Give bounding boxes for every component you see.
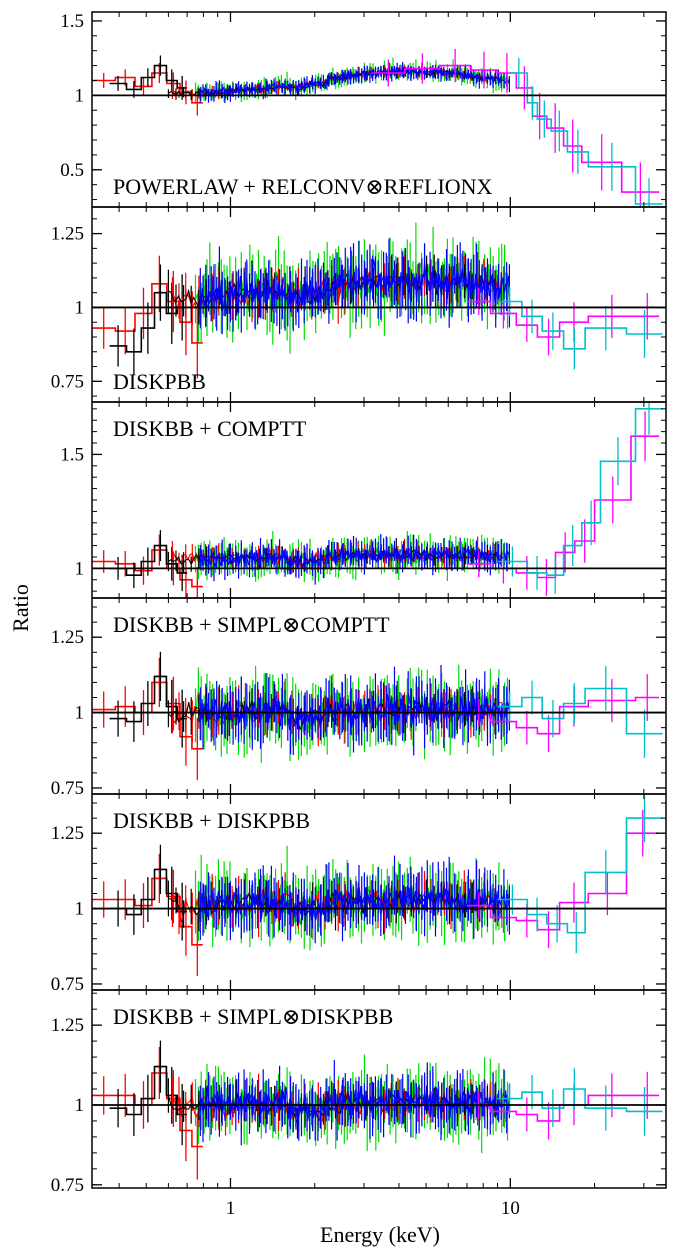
y-tick-label: 1.25	[51, 823, 84, 844]
y-tick-label: 1	[75, 85, 85, 106]
panel-1: 0.5 1 1.5 POWERLAW + RELCONV⊗REFLIONX	[60, 11, 667, 208]
panel-model-label: DISKBB + SIMPL⊗DISKPBB	[113, 1004, 393, 1029]
panel-2: 0.75 1 1.25 DISKPBB	[51, 206, 667, 403]
blue-spectrum-trace	[199, 66, 510, 97]
panel-data	[92, 651, 663, 780]
panel-model-label: DISKPBB	[113, 369, 206, 394]
panel-model-label: DISKBB + SIMPL⊗COMPTT	[113, 612, 390, 637]
magenta-spectrum-step	[467, 300, 660, 338]
blue-spectrum-trace	[199, 259, 510, 315]
black-spectrum-step	[109, 544, 188, 576]
panel-3: 1 1.5 DISKBB + COMPTT	[60, 401, 667, 599]
y-tick-label: 1.5	[60, 11, 84, 32]
y-tick-label: 1.5	[60, 444, 84, 465]
y-tick-label: 0.75	[51, 778, 84, 799]
y-axis-title: Ratio	[8, 584, 33, 632]
x-tick-label: 1	[226, 1198, 236, 1219]
magenta-spectrum-step	[467, 1094, 660, 1122]
y-tick-label: 1	[75, 297, 85, 318]
y-tick-label: 0.5	[60, 160, 84, 181]
cyan-spectrum-step	[497, 300, 663, 350]
panel-4: 0.75 1 1.25 DISKBB + SIMPL⊗COMPTT	[51, 597, 667, 799]
black-spectrum-step	[109, 64, 188, 91]
y-tick-label: 1.25	[51, 1015, 84, 1036]
y-tick-label: 1	[75, 558, 85, 579]
blue-spectrum-trace	[199, 546, 510, 570]
cyan-spectrum-step	[497, 1088, 663, 1113]
panel-model-label: DISKBB + DISKPBB	[113, 808, 310, 833]
panel-data	[92, 48, 663, 207]
y-tick-label: 0.75	[51, 371, 84, 392]
x-axis-title: Energy (keV)	[320, 1222, 440, 1247]
y-tick-label: 0.75	[51, 1175, 84, 1196]
panel-6: 0.75 1 1.25 DISKBB + SIMPL⊗DISKPBB	[51, 989, 667, 1196]
y-tick-label: 1	[75, 899, 85, 920]
y-tick-label: 1.25	[51, 224, 84, 245]
cyan-spectrum-step	[497, 408, 663, 576]
black-spectrum-step	[109, 291, 188, 353]
black-spectrum-step	[109, 675, 188, 723]
panel-model-label: POWERLAW + RELCONV⊗REFLIONX	[113, 174, 493, 199]
y-tick-label: 1	[75, 703, 85, 724]
y-tick-label: 0.75	[51, 974, 84, 995]
blue-spectrum-trace	[199, 693, 510, 731]
cyan-spectrum-step	[497, 817, 663, 934]
panel-5: 0.75 1 1.25 DISKBB + DISKPBB	[51, 793, 667, 995]
panel-model-label: DISKBB + COMPTT	[113, 416, 307, 441]
y-tick-label: 1	[75, 1095, 85, 1116]
black-spectrum-step	[109, 1065, 188, 1116]
cyan-spectrum-step	[497, 687, 663, 735]
panel-data	[92, 1040, 663, 1180]
x-tick-label: 10	[501, 1198, 520, 1219]
panel-data	[92, 222, 663, 379]
panel-data	[92, 794, 663, 976]
blue-spectrum-trace	[199, 883, 510, 922]
blue-spectrum-trace	[199, 1083, 510, 1124]
black-spectrum-step	[109, 868, 188, 916]
panel-data	[92, 402, 663, 598]
y-tick-label: 1.25	[51, 627, 84, 648]
